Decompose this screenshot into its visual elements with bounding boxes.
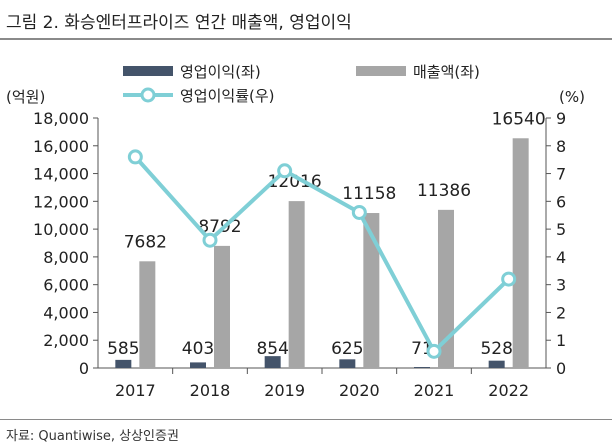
revenue-bar [214,245,230,368]
op-margin-point [277,163,293,179]
op-profit-data-label: 625 [331,339,363,359]
source-divider [0,419,612,420]
legend-swatch-revenue [356,66,406,76]
revenue-data-label: 16540 [492,109,546,129]
op-profit-data-label: 528 [480,339,512,359]
legend-marker-op-margin [140,87,156,103]
op-margin-point [127,149,143,165]
op-profit-bar [339,359,356,368]
right-axis-unit: (%) [559,88,585,106]
right-tick-label: 5 [556,220,566,239]
right-tick-label: 3 [556,276,566,295]
left-tick-label: 10,000 [33,220,89,239]
left-tick-label: 18,000 [33,109,89,128]
left-tick-label: 16,000 [33,137,89,156]
op-margin-line [133,155,511,354]
x-tick-label: 2021 [414,381,455,400]
op-margin-point [426,343,442,359]
right-tick-label: 4 [556,248,566,267]
op-profit-data-label: 585 [107,339,139,359]
right-tick-label: 0 [556,359,566,378]
x-tick-label: 2019 [264,381,305,400]
legend-label-op-profit: 영업이익(좌) [180,63,261,81]
right-tick-label: 7 [556,165,566,184]
right-tick-label: 6 [556,192,566,211]
revenue-data-label: 11386 [417,181,471,201]
left-tick-label: 6,000 [43,276,89,295]
left-tick-label: 4,000 [43,303,89,322]
op-profit-bar [115,359,132,368]
legend-swatch-op-profit [123,66,173,76]
left-tick-label: 0 [79,359,89,378]
source-note: 자료: Quantiwise, 상상인증권 [6,429,179,444]
op-margin-point [351,204,367,220]
x-tick-label: 2017 [115,381,156,400]
op-margin-point [501,271,517,287]
op-profit-bar [414,367,430,368]
op-profit-bar [488,360,505,368]
revenue-bar [139,261,156,368]
revenue-bar [512,138,529,368]
op-profit-bar [190,362,206,368]
x-tick-label: 2018 [190,381,231,400]
right-tick-label: 9 [556,109,566,128]
revenue-data-label: 7682 [124,232,167,252]
legend-label-op-margin: 영업이익률(우) [180,87,275,105]
right-tick-label: 2 [556,303,566,322]
x-tick-label: 2020 [339,381,380,400]
revenue-bar [288,201,305,368]
revenue-bar [438,209,454,368]
op-margin-point [202,232,218,248]
revenue-bar [363,213,380,368]
left-tick-label: 12,000 [33,192,89,211]
left-tick-label: 14,000 [33,165,89,184]
op-profit-data-label: 403 [182,339,214,359]
right-tick-label: 8 [556,137,566,156]
right-tick-label: 1 [556,331,566,350]
revenue-data-label: 11158 [342,184,396,204]
left-axis-unit: (억원) [6,88,45,106]
legend-label-revenue: 매출액(좌) [413,63,480,81]
op-profit-bar [264,356,281,368]
op-profit-data-label: 854 [256,339,288,359]
left-tick-label: 8,000 [43,248,89,267]
x-tick-label: 2022 [488,381,529,400]
chart-title: 그림 2. 화승엔터프라이즈 연간 매출액, 영업이익 [6,13,352,33]
left-tick-label: 2,000 [43,331,89,350]
title-divider [0,38,612,40]
